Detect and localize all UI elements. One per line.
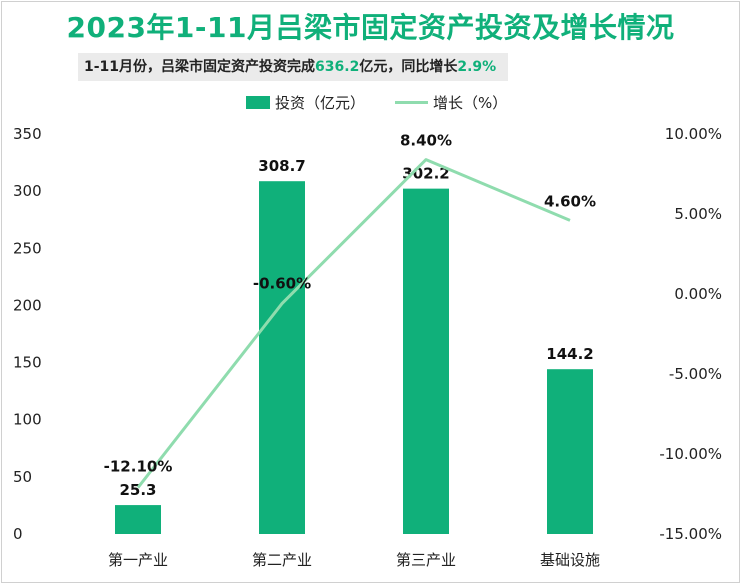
growth-value-label: 8.40% [400, 132, 452, 150]
bar-series: 25.3 308.7 302.2 144.2 [115, 157, 594, 534]
right-axis-tick: 10.00% [665, 125, 722, 143]
right-axis-tick: 5.00% [674, 205, 722, 223]
right-axis: -15.00% -10.00% -5.00% 0.00% 5.00% 10.00% [659, 125, 722, 543]
left-axis-tick: 250 [13, 239, 42, 257]
left-axis-tick: 50 [13, 468, 32, 486]
right-axis-tick: -15.00% [659, 525, 722, 543]
subtitle-investment-value: 636.2 [315, 59, 360, 75]
left-axis: 0 50 100 150 200 250 300 350 [13, 125, 42, 543]
chart-subtitle: 1-11月份，吕梁市固定资产投资完成636.2亿元，同比增长2.9% [78, 53, 509, 81]
category-label: 第三产业 [396, 551, 456, 569]
growth-value-label: -12.10% [104, 458, 173, 476]
legend-line-label: 增长（%） [433, 94, 507, 112]
growth-value-label: 4.60% [544, 192, 596, 210]
category-label: 第一产业 [108, 551, 168, 569]
bar [403, 188, 449, 534]
bar-value-label: 144.2 [546, 345, 593, 363]
subtitle-mid: 亿元，同比增长 [359, 59, 458, 75]
growth-value-label: -0.60% [253, 275, 311, 293]
legend-bar-swatch [246, 96, 270, 109]
category-axis: 第一产业 第二产业 第三产业 基础设施 [108, 551, 600, 569]
chart-legend: 投资（亿元） 增长（%） [246, 94, 507, 112]
bar-value-label: 308.7 [258, 157, 305, 175]
subtitle-growth-value: 2.9% [457, 59, 497, 75]
category-label: 第二产业 [252, 551, 312, 569]
right-axis-tick: 0.00% [674, 285, 722, 303]
right-axis-tick: -10.00% [659, 445, 722, 463]
left-axis-tick: 200 [13, 296, 42, 314]
left-axis-tick: 0 [13, 525, 23, 543]
left-axis-tick: 150 [13, 354, 42, 372]
left-axis-tick: 350 [13, 125, 42, 143]
category-label: 基础设施 [540, 551, 600, 569]
bar-value-label: 302.2 [402, 165, 449, 183]
bar [547, 369, 593, 534]
subtitle-prefix: 1-11月份，吕梁市固定资产投资完成 [84, 59, 316, 75]
bar-value-label: 25.3 [119, 481, 156, 499]
bar [115, 505, 161, 534]
right-axis-tick: -5.00% [669, 365, 722, 383]
left-axis-tick: 100 [13, 411, 42, 429]
legend-bar-label: 投资（亿元） [275, 94, 365, 112]
left-axis-tick: 300 [13, 182, 42, 200]
chart-title: 2023年1-11月吕梁市固定资产投资及增长情况 [66, 11, 675, 44]
bar [259, 181, 305, 534]
growth-line [136, 158, 571, 489]
line-series: -12.10% -0.60% 8.40% 4.60% [104, 132, 596, 489]
